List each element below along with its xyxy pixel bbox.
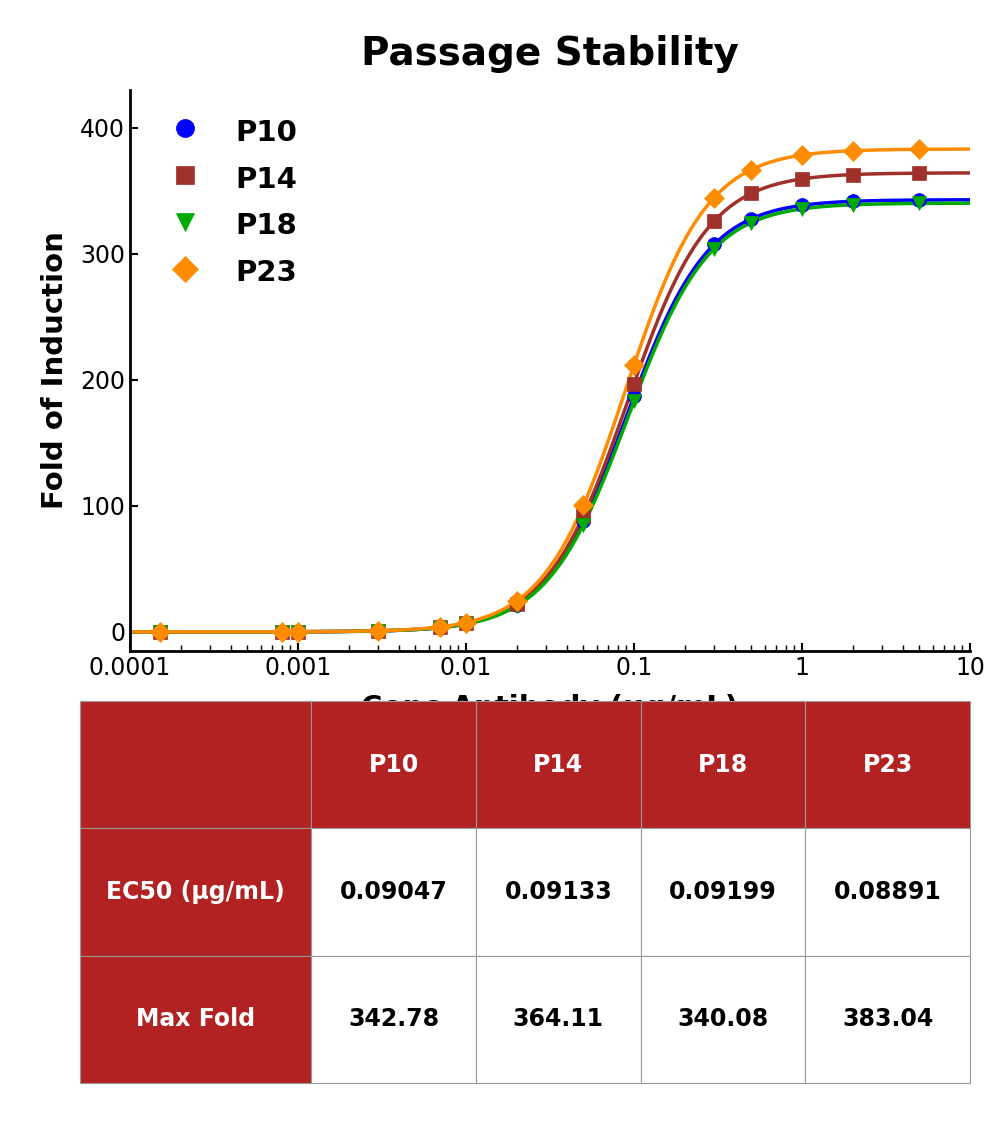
Text: 383.04: 383.04 (842, 1008, 933, 1031)
Text: P23: P23 (863, 753, 913, 776)
P10 (154, 625, 166, 638)
P18 (434, 620, 446, 634)
P10 (372, 624, 384, 637)
P14 (708, 214, 720, 228)
Line: P14: P14 (153, 166, 926, 638)
Text: 0.09047: 0.09047 (340, 880, 448, 904)
P23 (511, 595, 523, 608)
P23 (434, 620, 446, 634)
P14 (511, 597, 523, 610)
P23 (460, 616, 472, 629)
P14 (292, 625, 304, 638)
Text: 342.78: 342.78 (348, 1008, 439, 1031)
Text: 0.08891: 0.08891 (834, 880, 942, 904)
P10 (276, 625, 288, 638)
P14 (434, 620, 446, 634)
P10 (745, 212, 757, 226)
Line: P23: P23 (153, 142, 926, 638)
Text: P10: P10 (369, 753, 419, 776)
P10 (577, 515, 589, 528)
P18 (913, 196, 925, 210)
Text: 0.09199: 0.09199 (669, 880, 777, 904)
P18 (292, 625, 304, 638)
P10 (511, 598, 523, 611)
P14 (276, 625, 288, 638)
Line: P10: P10 (153, 193, 926, 638)
P23 (372, 624, 384, 637)
P10 (460, 617, 472, 631)
P10 (708, 238, 720, 251)
P14 (847, 168, 859, 182)
P18 (847, 199, 859, 212)
X-axis label: Conc.Antibody (μg/mL): Conc.Antibody (μg/mL) (361, 693, 739, 721)
P14 (460, 617, 472, 631)
P23 (276, 625, 288, 638)
P23 (628, 358, 640, 371)
P10 (292, 625, 304, 638)
P18 (796, 202, 808, 215)
P10 (434, 620, 446, 634)
P18 (372, 624, 384, 637)
P18 (708, 242, 720, 256)
Line: P18: P18 (153, 196, 926, 638)
Y-axis label: Fold of Induction: Fold of Induction (41, 231, 69, 509)
P18 (154, 625, 166, 638)
P14 (577, 509, 589, 523)
Text: EC50 (μg/mL): EC50 (μg/mL) (106, 880, 285, 904)
Text: P18: P18 (698, 753, 748, 776)
P14 (796, 172, 808, 185)
P10 (796, 199, 808, 212)
P23 (847, 144, 859, 157)
P18 (628, 395, 640, 408)
P10 (628, 389, 640, 403)
Text: Max Fold: Max Fold (136, 1008, 255, 1031)
P23 (796, 148, 808, 162)
P18 (511, 599, 523, 613)
P23 (708, 191, 720, 204)
P14 (913, 166, 925, 180)
P18 (460, 617, 472, 631)
Legend: P10, P14, P18, P23: P10, P14, P18, P23 (145, 104, 309, 298)
P23 (577, 498, 589, 512)
P14 (372, 624, 384, 637)
Text: 340.08: 340.08 (677, 1008, 769, 1031)
P10 (913, 193, 925, 206)
P18 (276, 625, 288, 638)
P14 (154, 625, 166, 638)
P23 (745, 163, 757, 176)
P14 (745, 186, 757, 200)
Text: P14: P14 (533, 753, 583, 776)
P14 (628, 377, 640, 390)
P23 (292, 625, 304, 638)
Text: 364.11: 364.11 (513, 1008, 604, 1031)
P23 (154, 625, 166, 638)
P18 (577, 518, 589, 532)
P18 (745, 215, 757, 229)
P23 (913, 142, 925, 156)
Title: Passage Stability: Passage Stability (361, 35, 739, 73)
P10 (847, 194, 859, 208)
Text: 0.09133: 0.09133 (505, 880, 612, 904)
